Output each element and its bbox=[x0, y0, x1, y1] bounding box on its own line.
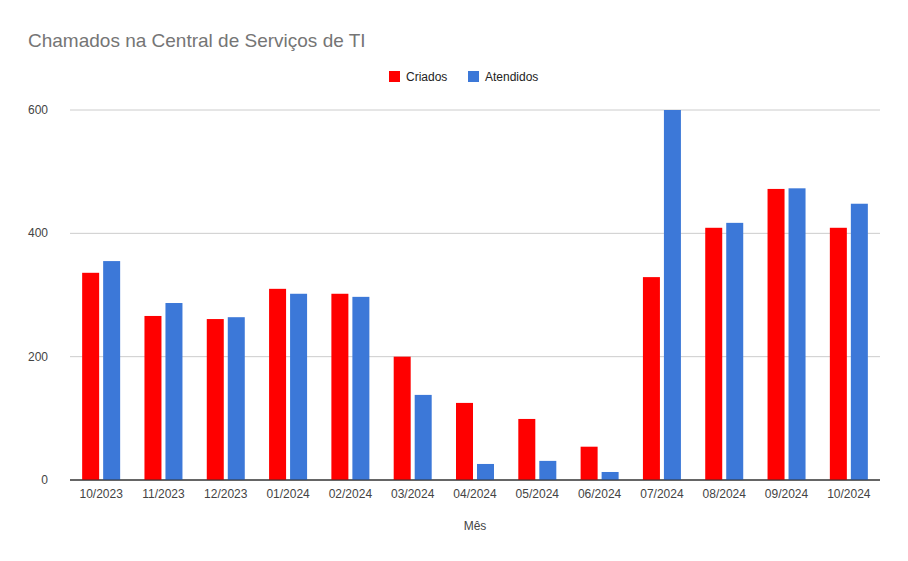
bar bbox=[664, 110, 681, 480]
bar bbox=[602, 472, 619, 480]
grid-line bbox=[70, 480, 880, 481]
bar bbox=[415, 395, 432, 480]
x-tick-label: 05/2024 bbox=[516, 487, 560, 501]
bar bbox=[394, 357, 411, 480]
bar bbox=[103, 261, 120, 480]
title: Chamados na Central de Serviços de TI bbox=[28, 30, 366, 51]
background bbox=[0, 0, 908, 561]
x-tick-label: 02/2024 bbox=[329, 487, 373, 501]
bar bbox=[789, 188, 806, 480]
x-tick-label: 09/2024 bbox=[765, 487, 809, 501]
bar bbox=[228, 317, 245, 480]
chart: Chamados na Central de Serviços de TI 0 20… bbox=[0, 0, 908, 561]
bar bbox=[207, 319, 224, 480]
y-tick-label: 400 bbox=[28, 226, 48, 240]
x-tick-label: 08/2024 bbox=[703, 487, 747, 501]
bar bbox=[290, 294, 307, 480]
bar bbox=[331, 294, 348, 480]
y-tick-label: 200 bbox=[28, 350, 48, 364]
bar bbox=[352, 297, 369, 480]
bar bbox=[851, 204, 868, 480]
legend-label: Atendidos bbox=[485, 70, 538, 84]
bar bbox=[726, 223, 743, 480]
bar bbox=[269, 289, 286, 480]
grid-line bbox=[70, 356, 880, 357]
legend: Criados Atendidos bbox=[389, 70, 538, 84]
bar bbox=[705, 228, 722, 480]
x-axis-label: Mês bbox=[464, 519, 487, 533]
legend-swatch bbox=[468, 71, 479, 82]
x-tick-label: 07/2024 bbox=[640, 487, 684, 501]
bar bbox=[144, 316, 161, 480]
bar bbox=[165, 303, 182, 480]
bar bbox=[643, 277, 660, 480]
bar bbox=[581, 447, 598, 480]
bar bbox=[518, 419, 535, 480]
bar bbox=[456, 403, 473, 480]
bar bbox=[477, 464, 494, 480]
x-tick-label: 01/2024 bbox=[266, 487, 310, 501]
x-tick-label: 04/2024 bbox=[453, 487, 497, 501]
x-tick-label: 10/2024 bbox=[827, 487, 871, 501]
legend-swatch bbox=[389, 71, 400, 82]
x-tick-label: 12/2023 bbox=[204, 487, 248, 501]
x-axis bbox=[70, 480, 880, 481]
x-tick-label: 06/2024 bbox=[578, 487, 622, 501]
y-tick-label: 600 bbox=[28, 103, 48, 117]
x-tick-label: 03/2024 bbox=[391, 487, 435, 501]
grid-line bbox=[70, 110, 880, 111]
bars bbox=[82, 110, 868, 480]
y-tick-label: 0 bbox=[41, 473, 48, 487]
x-tick-label: 10/2023 bbox=[79, 487, 123, 501]
bar bbox=[768, 189, 785, 480]
bar bbox=[830, 228, 847, 480]
x-tick-label: 11/2023 bbox=[142, 487, 185, 501]
bar bbox=[82, 273, 99, 480]
grid-line bbox=[70, 233, 880, 234]
bar bbox=[539, 461, 556, 480]
legend-label: Criados bbox=[406, 70, 447, 84]
